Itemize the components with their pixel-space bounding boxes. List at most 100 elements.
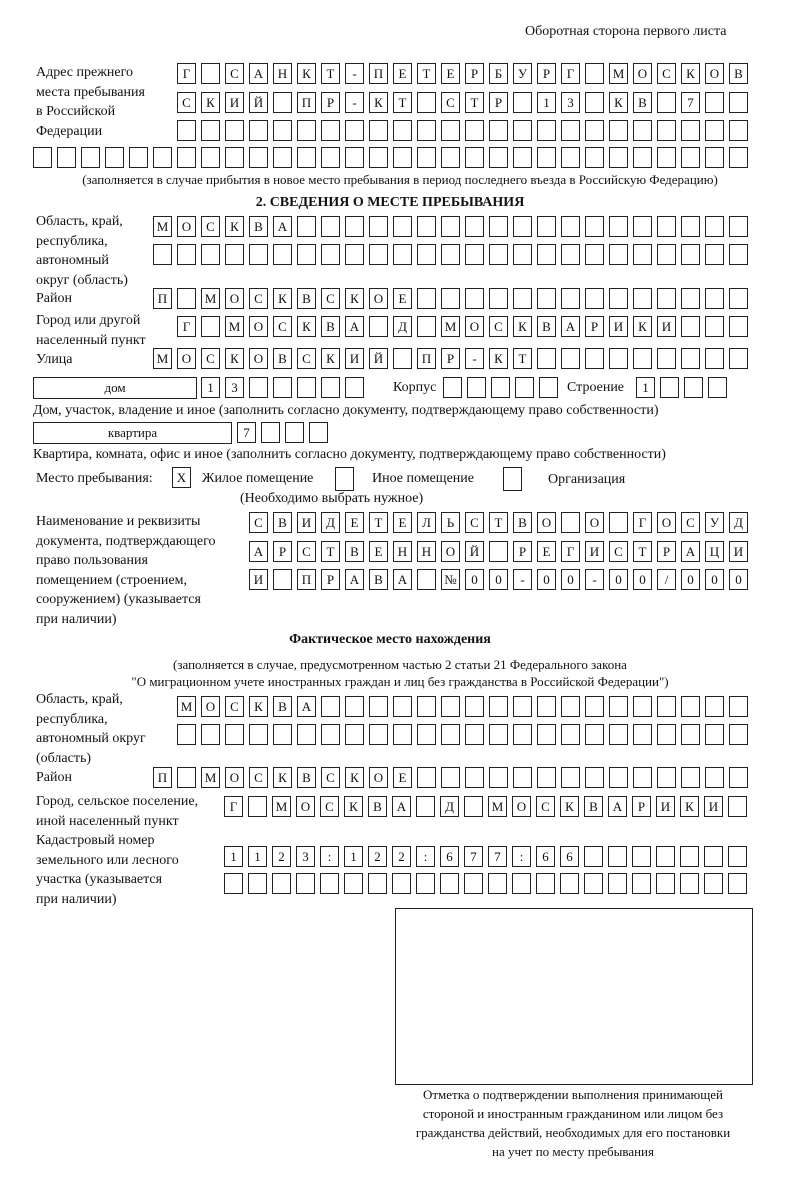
cadastral-row-1-cell[interactable]: 6: [560, 846, 579, 867]
document-row-1-cell[interactable]: С: [249, 512, 268, 533]
actual-region-row-2-cell[interactable]: [369, 724, 388, 745]
actual-district-row-cell[interactable]: [513, 767, 532, 788]
actual-region-row-1-cell[interactable]: [705, 696, 724, 717]
cadastral-row-1-cell[interactable]: 2: [272, 846, 291, 867]
actual-district-row-cell[interactable]: [537, 767, 556, 788]
prev-address-row-2-cell[interactable]: К: [369, 92, 388, 113]
cadastral-row-1-cell[interactable]: :: [320, 846, 339, 867]
prev-address-row-3-cell[interactable]: [609, 120, 628, 141]
region-row-1-cell[interactable]: [321, 216, 340, 237]
region-row-2-cell[interactable]: [705, 244, 724, 265]
building-cell[interactable]: [660, 377, 679, 398]
cadastral-row-1-cell[interactable]: [728, 846, 747, 867]
prev-address-row-3-cell[interactable]: [441, 120, 460, 141]
document-row-3-cell[interactable]: 0: [681, 569, 700, 590]
actual-city-row-cell[interactable]: В: [368, 796, 387, 817]
actual-region-row-2-cell[interactable]: [321, 724, 340, 745]
document-row-3-cell[interactable]: [417, 569, 436, 590]
city-row-cell[interactable]: Г: [177, 316, 196, 337]
cadastral-row-2-cell[interactable]: [488, 873, 507, 894]
actual-region-row-1-cell[interactable]: М: [177, 696, 196, 717]
actual-district-row-cell[interactable]: [681, 767, 700, 788]
building-cell[interactable]: 1: [636, 377, 655, 398]
prev-address-row-3-cell[interactable]: [225, 120, 244, 141]
street-row-cell[interactable]: [633, 348, 652, 369]
prev-address-row-4-cell[interactable]: [225, 147, 244, 168]
korpus-cell[interactable]: [491, 377, 510, 398]
region-row-1-cell[interactable]: [369, 216, 388, 237]
city-row-cell[interactable]: К: [633, 316, 652, 337]
actual-district-row-cell[interactable]: [441, 767, 460, 788]
prev-address-row-3-cell[interactable]: [297, 120, 316, 141]
house-number-cell[interactable]: 3: [225, 377, 244, 398]
document-row-2-cell[interactable]: С: [297, 541, 316, 562]
document-row-1-cell[interactable]: О: [657, 512, 676, 533]
prev-address-row-3-cell[interactable]: [417, 120, 436, 141]
street-row-cell[interactable]: Р: [441, 348, 460, 369]
street-row-cell[interactable]: М: [153, 348, 172, 369]
document-row-3-cell[interactable]: 0: [633, 569, 652, 590]
district-row-cell[interactable]: О: [225, 288, 244, 309]
actual-region-row-1-cell[interactable]: [513, 696, 532, 717]
cadastral-row-1-cell[interactable]: 1: [248, 846, 267, 867]
actual-region-row-1-cell[interactable]: [489, 696, 508, 717]
document-row-1-cell[interactable]: С: [681, 512, 700, 533]
district-row-cell[interactable]: [441, 288, 460, 309]
document-row-3-cell[interactable]: В: [369, 569, 388, 590]
actual-region-row-2-cell[interactable]: [177, 724, 196, 745]
actual-region-row-1-cell[interactable]: С: [225, 696, 244, 717]
region-row-1-cell[interactable]: [561, 216, 580, 237]
prev-address-row-4-cell[interactable]: [57, 147, 76, 168]
actual-city-row-cell[interactable]: К: [680, 796, 699, 817]
city-row-cell[interactable]: И: [657, 316, 676, 337]
document-row-1-cell[interactable]: [561, 512, 580, 533]
region-row-1-cell[interactable]: [297, 216, 316, 237]
cadastral-row-2-cell[interactable]: [416, 873, 435, 894]
prev-address-row-4-cell[interactable]: [561, 147, 580, 168]
actual-district-row-cell[interactable]: [585, 767, 604, 788]
flat-number-cell[interactable]: 7: [237, 422, 256, 443]
prev-address-row-4-cell[interactable]: [249, 147, 268, 168]
cadastral-row-1-cell[interactable]: :: [512, 846, 531, 867]
actual-region-row-2-cell[interactable]: [249, 724, 268, 745]
prev-address-row-3-cell[interactable]: [321, 120, 340, 141]
prev-address-row-4-cell[interactable]: [129, 147, 148, 168]
flat-number-cell[interactable]: [309, 422, 328, 443]
prev-address-row-3-cell[interactable]: [513, 120, 532, 141]
city-row-cell[interactable]: И: [609, 316, 628, 337]
house-number-cell[interactable]: [297, 377, 316, 398]
cadastral-row-2-cell[interactable]: [248, 873, 267, 894]
actual-city-row-cell[interactable]: С: [536, 796, 555, 817]
actual-district-row-cell[interactable]: М: [201, 767, 220, 788]
prev-address-row-4-cell[interactable]: [297, 147, 316, 168]
street-row-cell[interactable]: [729, 348, 748, 369]
document-row-2-cell[interactable]: А: [249, 541, 268, 562]
document-row-1-cell[interactable]: С: [465, 512, 484, 533]
city-row-cell[interactable]: С: [489, 316, 508, 337]
prev-address-row-4-cell[interactable]: [705, 147, 724, 168]
city-row-cell[interactable]: С: [273, 316, 292, 337]
district-row-cell[interactable]: М: [201, 288, 220, 309]
cadastral-row-1-cell[interactable]: [680, 846, 699, 867]
document-row-1-cell[interactable]: Т: [369, 512, 388, 533]
actual-district-row-cell[interactable]: [417, 767, 436, 788]
cadastral-row-1-cell[interactable]: [608, 846, 627, 867]
cadastral-row-2-cell[interactable]: [608, 873, 627, 894]
street-row-cell[interactable]: [609, 348, 628, 369]
actual-city-row-cell[interactable]: Р: [632, 796, 651, 817]
actual-city-row-cell[interactable]: И: [656, 796, 675, 817]
prev-address-row-4-cell[interactable]: [513, 147, 532, 168]
region-row-1-cell[interactable]: М: [153, 216, 172, 237]
prev-address-row-4-cell[interactable]: [321, 147, 340, 168]
district-row-cell[interactable]: К: [345, 288, 364, 309]
cadastral-row-1-cell[interactable]: 1: [344, 846, 363, 867]
prev-address-row-4-cell[interactable]: [681, 147, 700, 168]
region-row-2-cell[interactable]: [513, 244, 532, 265]
actual-region-row-2-cell[interactable]: [681, 724, 700, 745]
prev-address-row-4-cell[interactable]: [633, 147, 652, 168]
document-row-3-cell[interactable]: [273, 569, 292, 590]
stay-checkbox-residential[interactable]: X: [172, 467, 191, 488]
prev-address-row-4-cell[interactable]: [609, 147, 628, 168]
document-row-3-cell[interactable]: 0: [465, 569, 484, 590]
street-row-cell[interactable]: К: [225, 348, 244, 369]
